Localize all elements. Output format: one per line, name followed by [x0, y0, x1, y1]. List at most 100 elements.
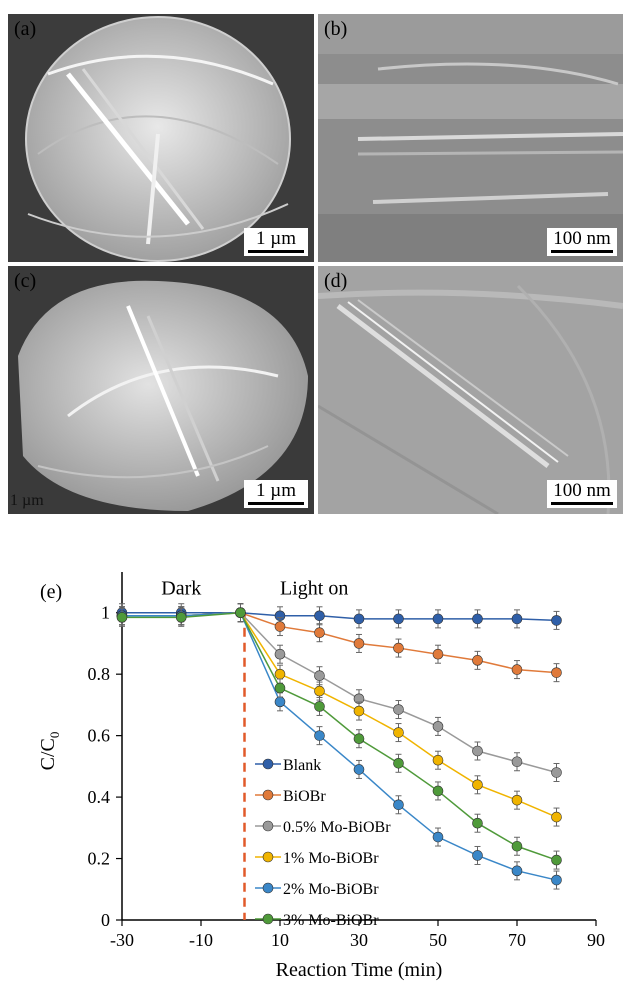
- panel-label-b: (b): [324, 18, 348, 40]
- legend-marker: [262, 789, 274, 801]
- legend-marker: [262, 820, 274, 832]
- data-point: [116, 612, 128, 623]
- series-4: [116, 603, 562, 890]
- degradation-chart: -30 -10 10 30 50 70 90 0 0.2 0.4 0.6 0.8 1 Reaction T…: [0, 536, 627, 993]
- panel-label-a: (a): [14, 18, 37, 40]
- legend-marker: [262, 882, 274, 894]
- sem-image-c-graphic: [8, 266, 314, 514]
- data-point: [274, 682, 286, 694]
- data-point: [393, 704, 404, 715]
- data-point: [353, 638, 365, 649]
- data-point: [353, 733, 365, 745]
- data-point: [511, 613, 523, 625]
- data-point: [393, 757, 404, 769]
- data-point: [393, 727, 404, 738]
- data-point: [314, 730, 325, 741]
- data-point: [551, 667, 562, 678]
- x-tick-label: 30: [350, 930, 368, 950]
- sem-image-d-graphic: [318, 266, 623, 514]
- degradation-chart-svg: -30 -10 10 30 50 70 90 0 0.2 0.4 0.6 0.8 1 Reaction T…: [37, 572, 605, 981]
- y-tick-label: 0.2: [88, 849, 111, 869]
- data-point: [432, 648, 444, 660]
- data-point: [235, 607, 246, 619]
- data-point: [551, 854, 562, 866]
- data-point: [274, 668, 286, 680]
- y-tick-label: 0: [101, 910, 110, 930]
- data-point: [511, 794, 523, 806]
- data-point: [393, 799, 404, 811]
- x-tick-label: 70: [508, 930, 526, 950]
- legend-marker: [262, 851, 274, 863]
- data-point: [551, 874, 562, 886]
- y-axis-label-main: C/C: [37, 738, 59, 770]
- data-point: [393, 613, 404, 625]
- x-tick-label: -10: [189, 930, 213, 950]
- data-point: [551, 811, 562, 823]
- data-point: [551, 615, 562, 626]
- y-tick-label: 1: [101, 603, 110, 623]
- series-line: [122, 611, 557, 818]
- data-point: [511, 840, 523, 852]
- scale-bar-d-text: 100 nm: [553, 480, 611, 501]
- data-point: [432, 785, 444, 797]
- scale-bar-a: 1 µm: [244, 228, 308, 256]
- data-point: [393, 642, 404, 654]
- data-point: [472, 655, 483, 666]
- scale-bar-a-text: 1 µm: [256, 228, 296, 249]
- sem-image-a-graphic: [8, 14, 314, 262]
- x-tick-label: -30: [110, 930, 134, 950]
- series-line: [122, 611, 557, 881]
- x-tick-label: 90: [587, 930, 605, 950]
- sem-image-b: (b) 100 nm: [318, 14, 623, 262]
- y-tick-label: 0.8: [88, 664, 111, 684]
- data-point: [314, 701, 325, 712]
- data-point: [432, 721, 444, 732]
- legend-label: 0.5% Mo-BiOBr: [283, 819, 391, 836]
- data-point: [472, 850, 483, 861]
- sem-image-a: (a) 1 µm: [8, 14, 314, 262]
- legend-label: 2% Mo-BiOBr: [283, 881, 379, 898]
- x-tick-label: 50: [429, 930, 447, 950]
- data-point: [432, 831, 444, 843]
- data-point: [511, 756, 523, 768]
- legend-marker: [262, 758, 274, 770]
- legend: Blank BiOBr 0.5% Mo-BiOBr 1% Mo-BiOBr 2% Mo-…: [255, 757, 391, 929]
- legend-label: BiOBr: [283, 788, 326, 805]
- data-point: [353, 613, 365, 625]
- data-point: [274, 621, 286, 632]
- legend-label: 3% Mo-BiOBr: [283, 912, 379, 929]
- panel-label-c: (c): [14, 270, 37, 292]
- y-axis-label-subscript: 0: [47, 732, 62, 739]
- series-2: [116, 603, 562, 783]
- data-point: [314, 610, 325, 622]
- scale-bar-c-text: 1 µm: [256, 480, 296, 501]
- data-point: [353, 764, 365, 775]
- data-point: [472, 745, 483, 757]
- scale-bar-c: 1 µm: [244, 480, 308, 508]
- sem-image-d: (d) 100 nm: [318, 266, 623, 514]
- scale-bar-b-text: 100 nm: [553, 228, 611, 249]
- panel-label-e: (e): [40, 581, 62, 603]
- x-tick-label: 10: [271, 930, 289, 950]
- panel-label-d: (d): [324, 270, 348, 292]
- data-point: [432, 613, 444, 625]
- stray-scale-text-c: 1 µm: [10, 492, 44, 509]
- scale-bar-c-line: [248, 502, 304, 505]
- data-point: [472, 779, 483, 791]
- series-line: [122, 611, 557, 674]
- scale-bar-d: 100 nm: [547, 480, 617, 508]
- data-point: [314, 685, 325, 697]
- data-point: [472, 817, 483, 829]
- annotation-dark: Dark: [161, 577, 201, 599]
- data-point: [274, 696, 286, 708]
- data-point: [274, 648, 286, 660]
- annotation-light-on: Light on: [280, 577, 348, 599]
- y-tick-label: 0.4: [88, 787, 111, 807]
- scale-bar-b: 100 nm: [547, 228, 617, 256]
- y-axis-label: C/C0: [37, 732, 62, 771]
- legend-marker: [262, 913, 274, 925]
- data-point: [353, 705, 365, 717]
- sem-image-c: (c) 1 µm 1 µm: [8, 266, 314, 514]
- x-axis-label: Reaction Time (min): [276, 959, 443, 981]
- data-point: [175, 612, 187, 623]
